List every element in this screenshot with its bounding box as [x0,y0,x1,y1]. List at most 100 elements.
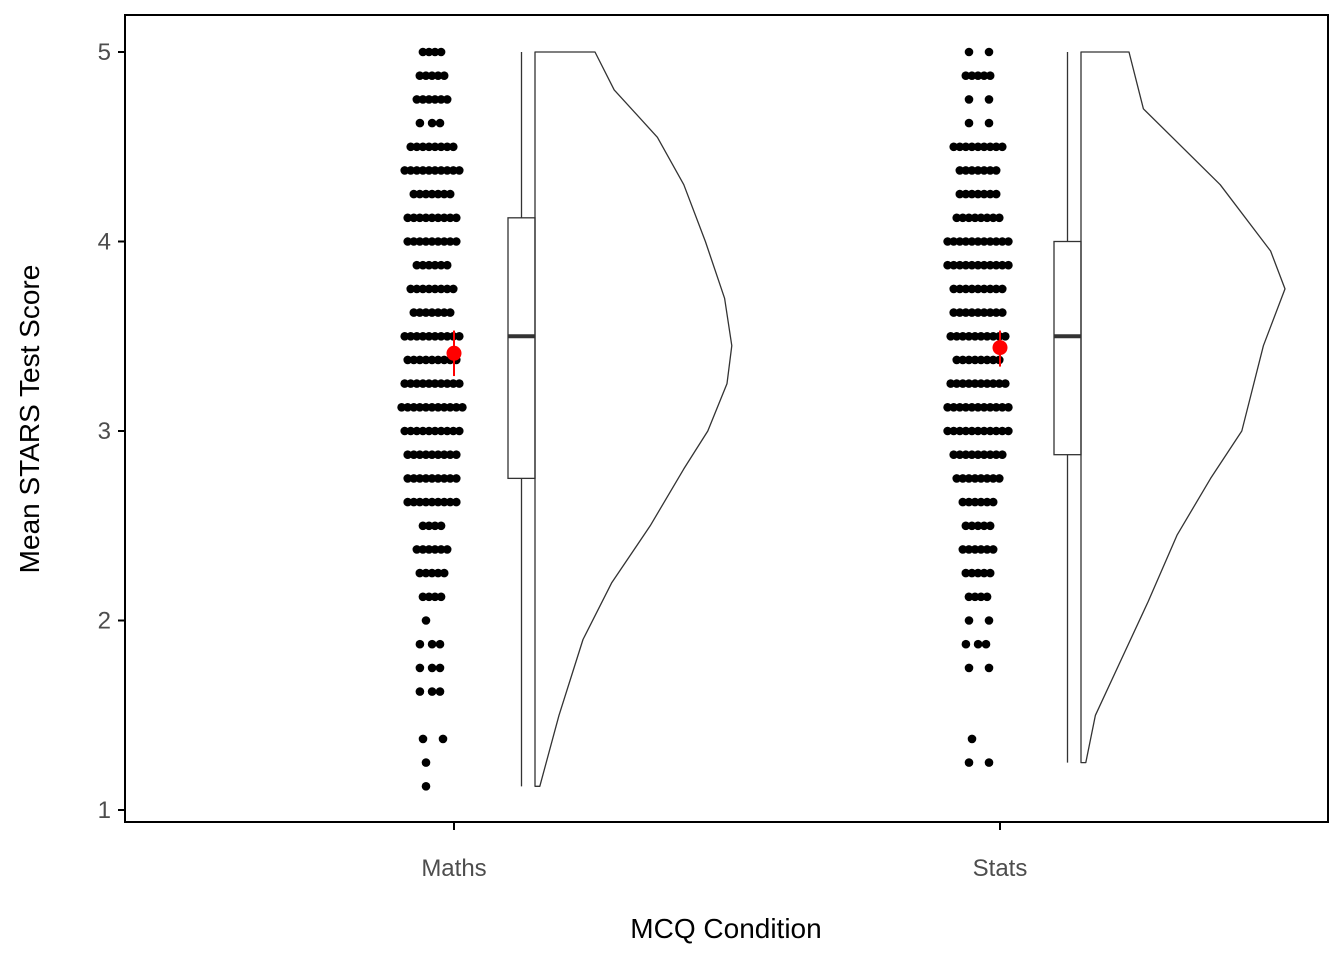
data-point [964,213,974,223]
data-point [952,474,961,483]
data-point [955,426,965,436]
data-point [982,497,992,507]
x-tick-label: Maths [421,855,486,882]
data-point [452,237,461,246]
data-point [973,639,983,649]
data-point [415,355,425,365]
data-point [412,284,422,294]
data-point [427,237,437,246]
mean-point [446,345,462,361]
data-point [421,355,431,365]
data-point [427,355,437,365]
y-tick-label: 4 [98,229,111,256]
data-point [430,521,440,531]
data-point [973,142,983,152]
data-point [415,189,425,199]
data-point [436,521,446,531]
data-point [421,497,431,507]
data-point [982,379,992,388]
data-point [449,379,458,388]
data-point [973,403,983,412]
data-point [436,47,446,57]
data-point [403,474,413,483]
data-point [985,426,995,436]
data-point [424,426,434,436]
data-point [973,426,983,436]
data-point [973,284,983,294]
data-point [439,189,449,199]
data-point [979,308,989,317]
data-point [984,118,994,128]
data-point [442,379,452,388]
data-point [964,379,974,388]
data-point [946,379,955,388]
data-point [979,71,989,80]
data-point [979,568,989,578]
data-point [406,379,416,388]
data-point [952,332,961,341]
data-point [991,403,1001,412]
data-point [982,474,992,483]
data-point [436,284,446,294]
data-point [1004,426,1013,436]
data-point [433,71,443,80]
data-point [961,237,971,246]
data-point [991,189,1001,199]
data-point [430,284,440,294]
data-point [943,260,952,270]
data-point [973,237,983,246]
y-axis-title: Mean STARS Test Score [14,265,45,574]
data-point [973,521,983,531]
data-point [435,687,445,696]
data-point [430,426,440,436]
data-point [433,474,443,483]
data-point [1001,332,1010,341]
data-point [403,497,413,507]
data-point [967,403,977,412]
data-point [964,592,974,602]
data-point [967,71,977,80]
group-stats [943,47,1286,767]
data-point [427,403,437,412]
y-tick-label: 3 [98,418,111,445]
data-point [409,497,419,507]
data-point [427,118,437,128]
data-point [415,403,425,412]
data-point [427,663,437,673]
data-point [979,142,989,152]
data-point [424,166,434,175]
data-point [409,189,419,199]
data-point [976,379,986,388]
data-point [427,71,437,80]
data-point [967,237,977,246]
data-point [943,237,952,246]
data-point [418,426,428,436]
data-point [436,592,446,602]
y-tick-label: 5 [98,39,111,66]
density-half-violin [1080,51,1286,764]
data-point [439,237,449,246]
data-point [991,260,1001,270]
data-point [988,355,998,365]
data-point [421,403,431,412]
data-point [452,474,461,483]
data-point [995,474,1004,483]
data-point [961,142,971,152]
data-point [967,568,977,578]
data-point [403,213,413,223]
data-point [967,166,977,175]
data-point [988,213,998,223]
data-point [415,71,425,80]
data-point [958,379,968,388]
data-point [964,474,974,483]
data-point [1004,237,1013,246]
data-point [973,260,983,270]
data-point [973,71,983,80]
data-point [998,403,1007,412]
data-point [955,450,965,460]
data-point [958,545,968,554]
data-point [418,734,428,744]
data-point [449,142,458,152]
data-point [430,260,440,270]
